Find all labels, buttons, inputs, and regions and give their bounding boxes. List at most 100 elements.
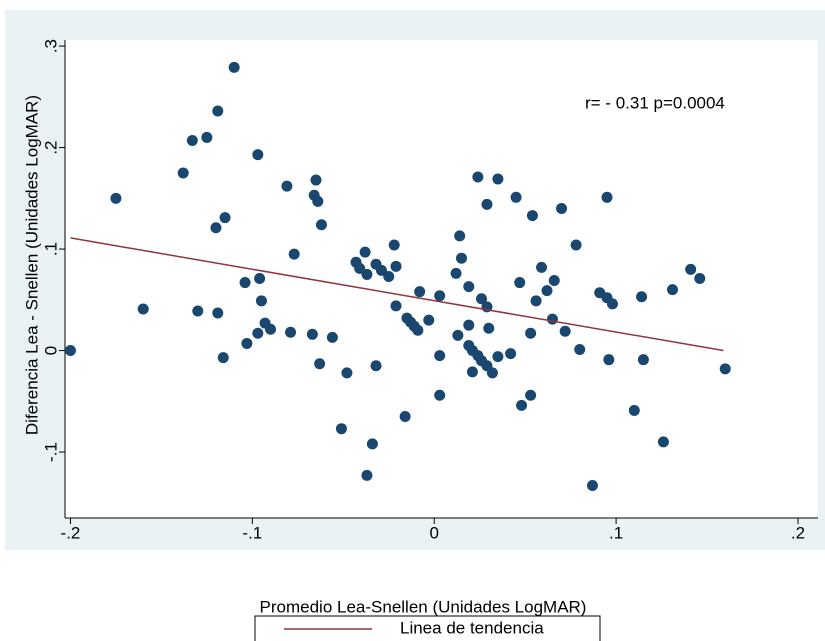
point [486,367,498,379]
point [454,230,466,242]
annotation: r= - 0.31 p=0.0004 [585,93,725,112]
point [366,438,378,450]
point [201,131,213,143]
point [110,192,122,204]
point [288,248,300,260]
point [483,322,495,334]
point [306,328,318,340]
point [450,267,462,279]
point [186,134,198,146]
point [463,281,475,293]
point [210,222,222,234]
point [255,295,267,307]
point [315,219,327,231]
point [606,298,618,310]
point [388,239,400,251]
point [192,305,204,317]
point [64,345,76,357]
point [434,350,446,362]
point [212,307,224,319]
point [516,399,528,411]
point [212,105,224,117]
x-axis-title: Promedio Lea-Snellen (Unidades LogMAR) [260,597,587,616]
point [265,323,277,335]
plot-region [65,40,818,518]
point [570,239,582,251]
point [312,195,324,207]
point [466,366,478,378]
point [685,263,697,275]
point [514,277,526,289]
point [137,303,149,315]
x-tick-label: 0 [429,523,438,542]
point [359,246,371,258]
point [637,354,649,366]
y-tick-label: .1 [41,242,60,256]
point [481,198,493,210]
point [335,423,347,435]
point [354,262,366,274]
point [375,264,387,276]
point [254,272,266,284]
point [636,291,648,303]
point [548,275,560,287]
point [252,327,264,339]
point [241,337,253,349]
point [412,324,424,336]
point [525,327,537,339]
point [463,319,475,331]
point [434,290,446,302]
point [546,313,558,325]
x-tick-label: .1 [609,523,623,542]
point [601,191,613,203]
point [559,325,571,337]
point [281,180,293,192]
point [285,326,297,338]
point [536,261,548,273]
point [525,389,537,401]
point [492,351,504,363]
point [310,174,322,186]
point [390,260,402,272]
point [628,404,640,416]
point [361,469,373,481]
point [383,270,395,282]
point [399,411,411,423]
point [434,389,446,401]
point [217,352,229,364]
y-tick-label: .2 [41,140,60,154]
point [452,329,464,341]
x-tick-label: .2 [791,523,805,542]
point [177,167,189,179]
point [719,363,731,375]
point [390,300,402,312]
x-tick-label: -.2 [61,523,81,542]
point [526,210,538,222]
point [370,360,382,372]
point [456,252,468,264]
point [574,344,586,356]
point [472,171,484,183]
point [423,314,435,326]
point [252,149,264,161]
point [341,367,353,379]
point [492,173,504,185]
point [476,293,488,305]
point [414,286,426,298]
point [228,61,240,73]
point [556,202,568,214]
legend-label: Linea de tendencia [400,618,544,637]
point [530,295,542,307]
point [361,268,373,280]
y-tick-label: 0 [41,346,60,355]
point [239,277,251,289]
point [586,480,598,492]
y-tick-label: -.1 [41,442,60,462]
y-tick-label: .3 [41,39,60,53]
point [694,272,706,284]
point [219,212,231,224]
point [510,191,522,203]
point [603,354,615,366]
